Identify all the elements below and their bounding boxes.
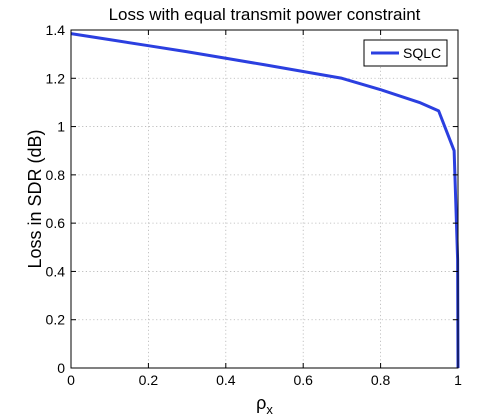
- y-tick-label: 1.2: [46, 70, 66, 86]
- x-tick-label: 0.4: [216, 372, 236, 388]
- x-tick-label: 1: [454, 372, 462, 388]
- x-tick-labels: 0 0.2 0.4 0.6 0.8 1: [67, 372, 462, 388]
- y-tick-label: 0.4: [46, 263, 66, 279]
- tick-marks: [70, 29, 459, 369]
- y-tick-label: 0: [57, 360, 65, 376]
- y-tick-label: 1: [57, 119, 65, 135]
- x-axis-label-main: ρ: [256, 393, 266, 413]
- y-tick-labels: 0 0.2 0.4 0.6 0.8 1 1.2 1.4: [46, 22, 66, 376]
- series-layer: [70, 32, 460, 369]
- legend-label-sqlc: SQLC: [403, 45, 441, 61]
- plot-frame: [70, 29, 459, 369]
- x-axis-label: ρx: [256, 393, 273, 416]
- grid: [71, 30, 458, 368]
- y-tick-label: 0.6: [46, 215, 66, 231]
- legend-box: [363, 39, 448, 67]
- series-line-sqlc: [70, 32, 460, 369]
- y-tick-label: 0.8: [46, 167, 66, 183]
- legend: SQLC: [363, 39, 448, 67]
- x-tick-label: 0.6: [293, 372, 313, 388]
- y-tick-label: 0.2: [46, 312, 66, 328]
- y-tick-label: 1.4: [46, 22, 66, 38]
- x-tick-label: 0.8: [371, 372, 391, 388]
- x-tick-label: 0: [67, 372, 75, 388]
- y-axis-label: Loss in SDR (dB): [25, 129, 45, 268]
- x-axis-label-subscript: x: [266, 402, 273, 416]
- x-tick-label: 0.2: [139, 372, 159, 388]
- chart-title: Loss with equal transmit power constrain…: [109, 5, 421, 24]
